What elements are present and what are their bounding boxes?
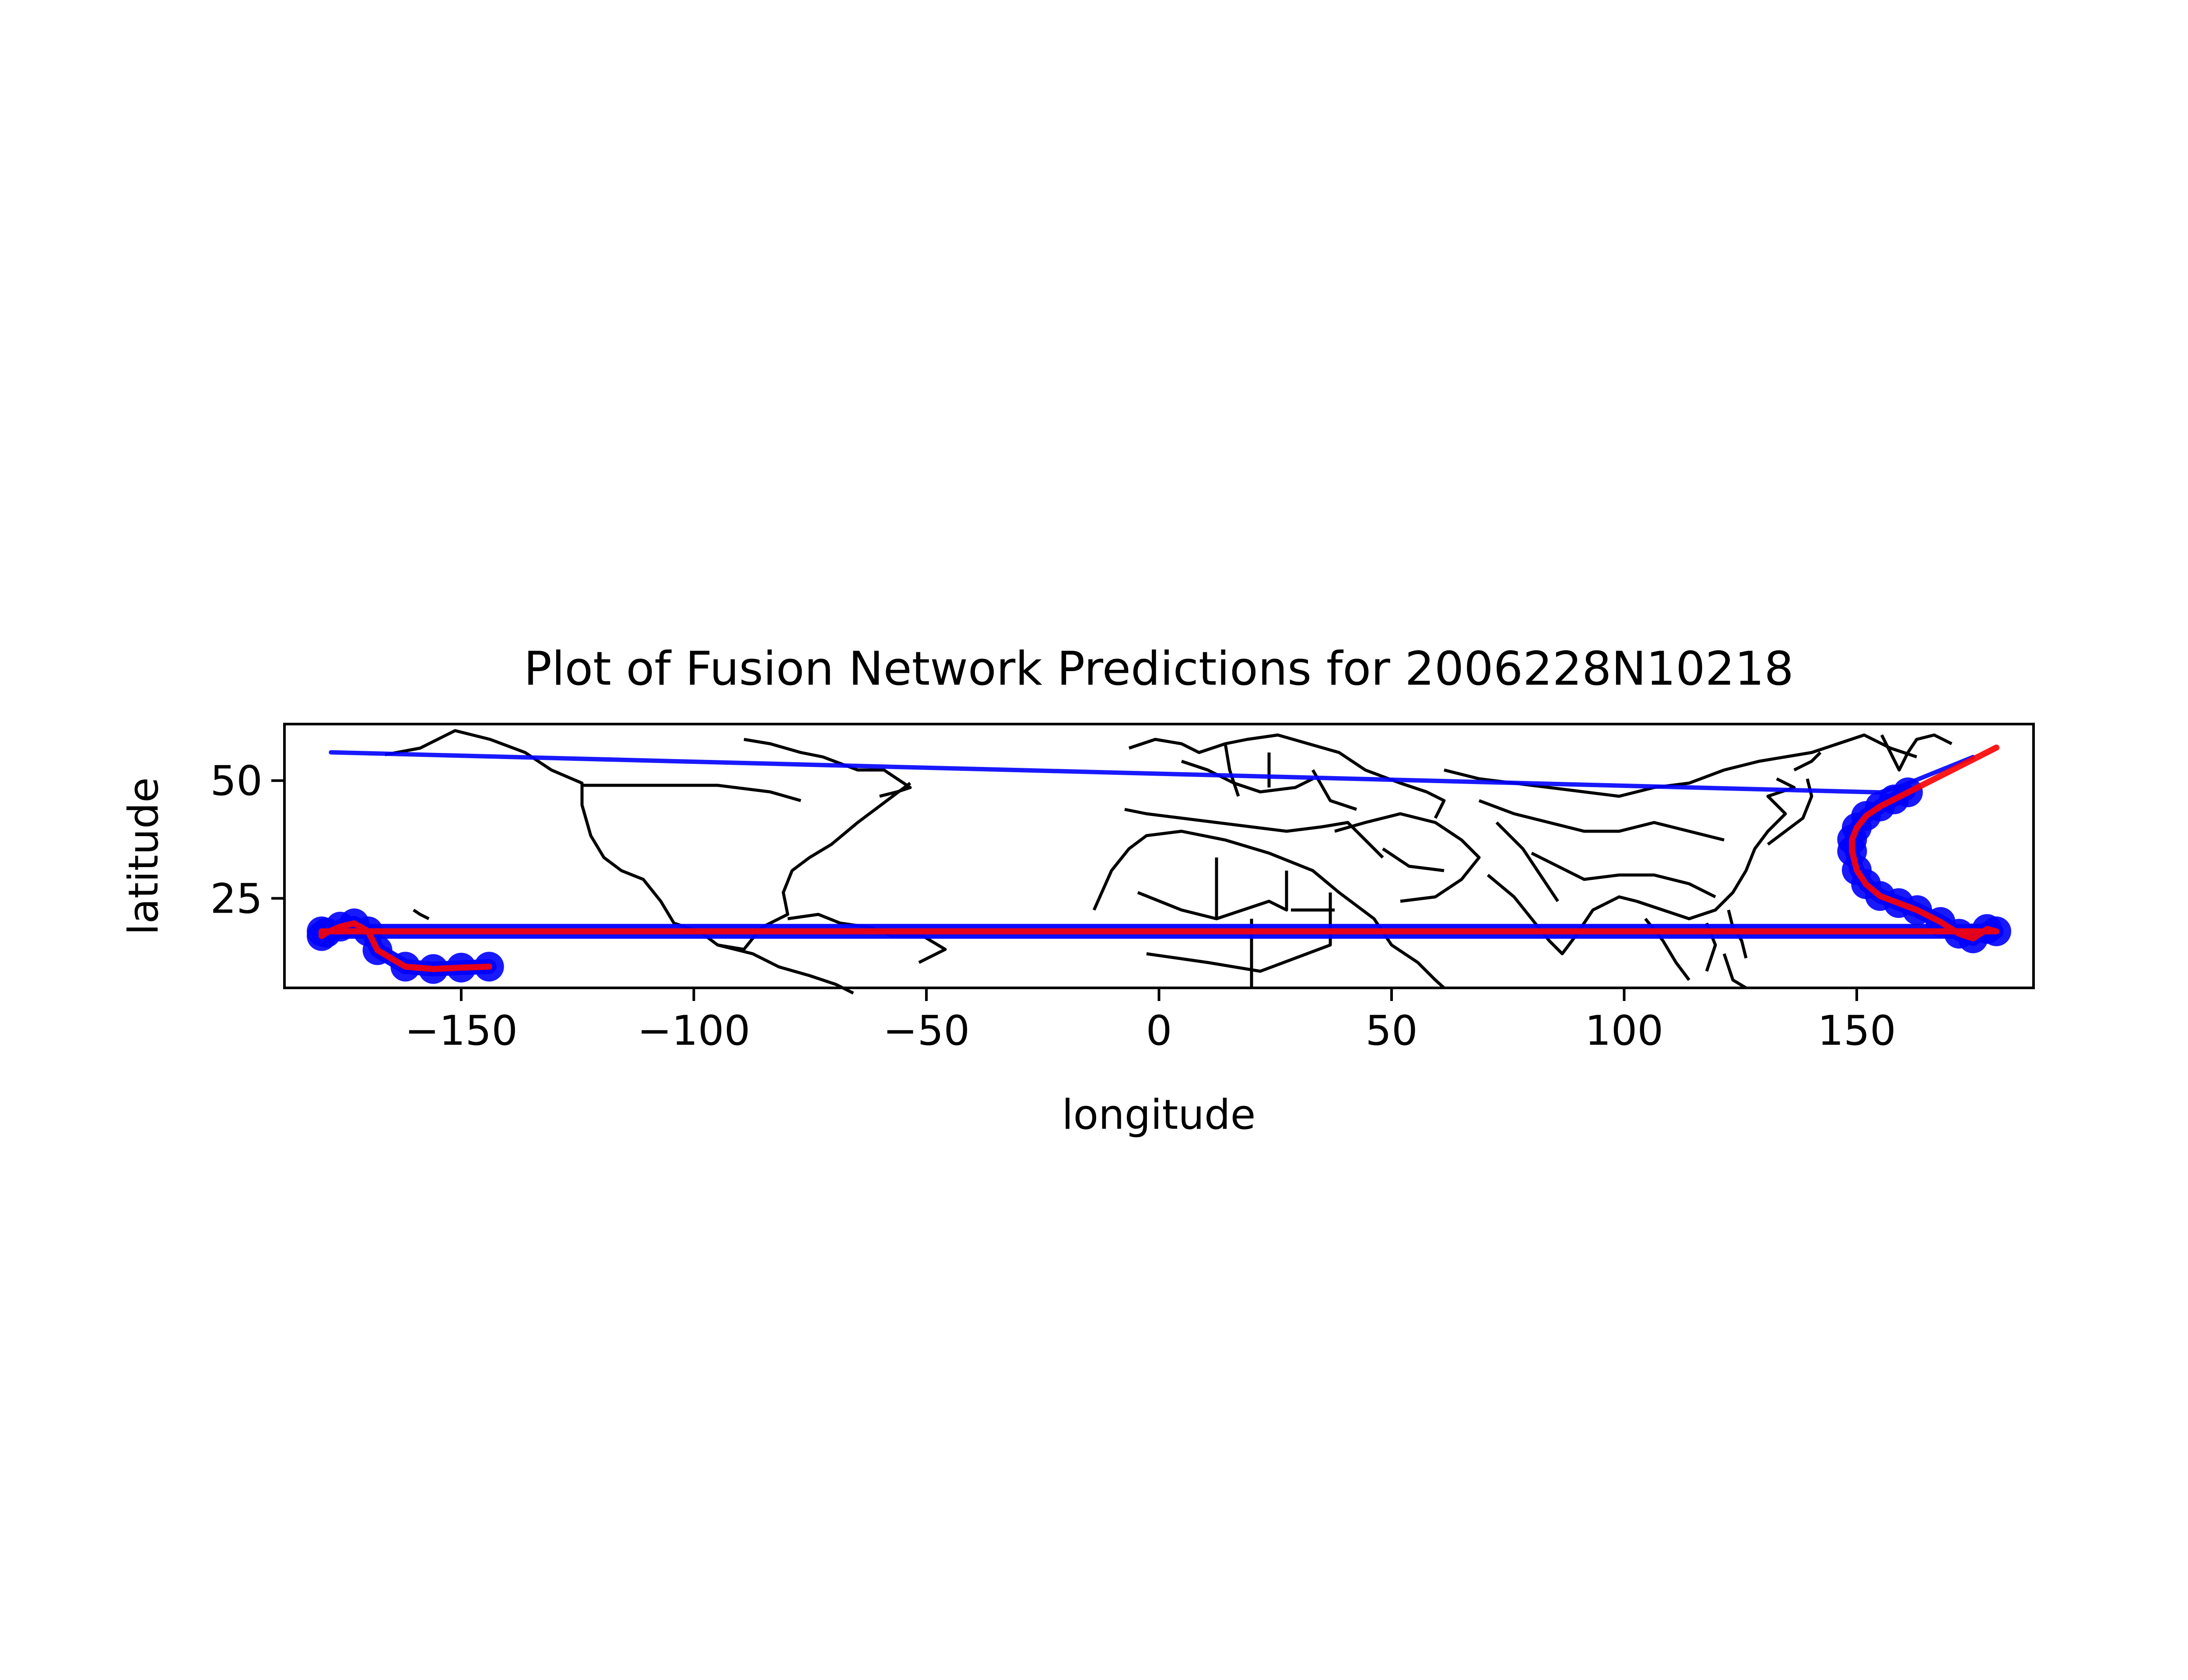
- y-axis-label: latitude: [120, 777, 168, 935]
- x-tick-label: 0: [1146, 1007, 1172, 1055]
- plot-area: [283, 723, 2035, 995]
- x-tick-label: −100: [637, 1007, 750, 1055]
- y-tick-label: 25: [210, 875, 263, 923]
- us-canada-border: [582, 784, 801, 802]
- series-3-line: [329, 750, 1975, 795]
- plot-background: [284, 724, 2034, 988]
- middle-east-borders: [1334, 812, 1481, 903]
- y-tick-label: 50: [210, 757, 263, 805]
- mediterranean-coast: [1124, 808, 1384, 859]
- world-map-borders: [385, 729, 1953, 995]
- chart-title: Plot of Fusion Network Predictions for 2…: [524, 642, 1794, 696]
- x-tick-label: 150: [1817, 1007, 1896, 1055]
- y-axis: 25 50: [210, 757, 284, 923]
- x-tick-label: 50: [1365, 1007, 1418, 1055]
- europe-coast: [1128, 733, 1446, 819]
- africa-coast: [1092, 830, 1445, 989]
- series-2-line: [319, 744, 1999, 972]
- hawaii-islands: [413, 909, 430, 920]
- x-tick-label: −50: [883, 1007, 970, 1055]
- x-axis-label: longitude: [1062, 1091, 1256, 1139]
- x-axis: −150 −100 −50 0 50 100 150: [405, 988, 1896, 1055]
- europe-borders: [1181, 743, 1357, 811]
- kamchatka: [1880, 733, 1953, 772]
- china-coast: [1636, 777, 1796, 920]
- africa-borders: [1137, 858, 1335, 988]
- x-tick-label: 100: [1585, 1007, 1663, 1055]
- hudson-bay-coast: [743, 738, 912, 798]
- central-america-coast: [717, 943, 854, 995]
- india-coast: [1487, 874, 1637, 956]
- asia-borders: [1478, 799, 1725, 902]
- series-layer: [307, 744, 2011, 984]
- x-tick-label: −150: [405, 1007, 518, 1055]
